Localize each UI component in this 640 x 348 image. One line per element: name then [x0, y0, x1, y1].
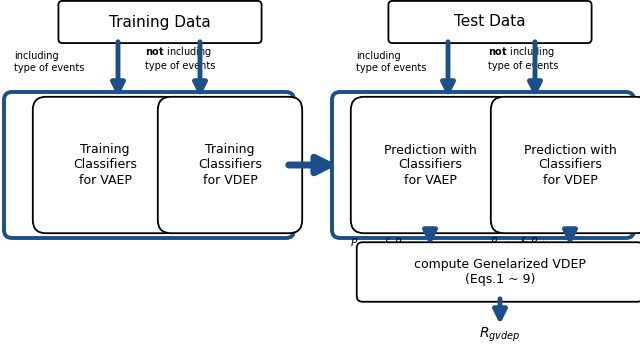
Text: $\mathbf{not}$ including
type of events: $\mathbf{not}$ including type of events [488, 45, 558, 71]
Text: $\mathbf{not}$ including
type of events: $\mathbf{not}$ including type of events [145, 45, 216, 71]
FancyBboxPatch shape [33, 97, 177, 233]
Text: $P_{scores}$ & $P_{concedes}$: $P_{scores}$ & $P_{concedes}$ [350, 236, 437, 250]
FancyBboxPatch shape [158, 97, 302, 233]
Text: including
type of events: including type of events [14, 51, 84, 73]
Text: compute Genelarized VDEP
(Eqs.1 ~ 9): compute Genelarized VDEP (Eqs.1 ~ 9) [414, 258, 586, 286]
FancyBboxPatch shape [332, 92, 634, 238]
Text: Training
Classifiers
for VDEP: Training Classifiers for VDEP [198, 143, 262, 187]
Text: Test Data: Test Data [454, 15, 526, 30]
FancyBboxPatch shape [58, 1, 262, 43]
FancyBboxPatch shape [351, 97, 509, 233]
Text: $R_{gvdep}$: $R_{gvdep}$ [479, 326, 521, 344]
FancyBboxPatch shape [356, 242, 640, 302]
FancyBboxPatch shape [4, 92, 294, 238]
Text: Training Data: Training Data [109, 15, 211, 30]
Text: Prediction with
Classifiers
for VAEP: Prediction with Classifiers for VAEP [383, 143, 476, 187]
Text: $P_{gains}$ & $P_{attacked}$: $P_{gains}$ & $P_{attacked}$ [490, 236, 571, 250]
Text: Training
Classifiers
for VAEP: Training Classifiers for VAEP [73, 143, 137, 187]
Text: Prediction with
Classifiers
for VDEP: Prediction with Classifiers for VDEP [524, 143, 616, 187]
FancyBboxPatch shape [388, 1, 591, 43]
FancyBboxPatch shape [491, 97, 640, 233]
Text: including
type of events: including type of events [356, 51, 426, 73]
